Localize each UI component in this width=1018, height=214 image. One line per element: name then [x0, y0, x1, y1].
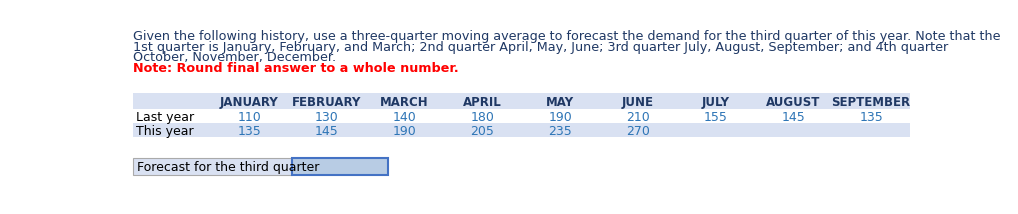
Text: AUGUST: AUGUST	[767, 96, 821, 109]
Text: 190: 190	[549, 111, 572, 124]
Text: 180: 180	[470, 111, 495, 124]
Text: 145: 145	[315, 125, 339, 138]
Text: 210: 210	[626, 111, 649, 124]
Text: APRIL: APRIL	[463, 96, 502, 109]
Text: Last year: Last year	[135, 111, 193, 124]
Text: 205: 205	[470, 125, 495, 138]
Bar	[132, 158, 291, 175]
Text: 235: 235	[549, 125, 572, 138]
Text: 190: 190	[393, 125, 416, 138]
Bar	[132, 123, 910, 137]
Text: 155: 155	[703, 111, 728, 124]
Text: 110: 110	[237, 111, 261, 124]
Bar	[132, 109, 910, 123]
Text: 145: 145	[782, 111, 805, 124]
Bar	[291, 158, 389, 175]
Text: October, November, December.: October, November, December.	[132, 51, 336, 64]
Text: 270: 270	[626, 125, 649, 138]
Text: 135: 135	[859, 111, 883, 124]
Text: 130: 130	[315, 111, 339, 124]
Text: JANUARY: JANUARY	[220, 96, 279, 109]
Bar	[132, 94, 910, 109]
Text: This year: This year	[135, 125, 193, 138]
Text: 135: 135	[237, 125, 261, 138]
Text: Given the following history, use a three-quarter moving average to forecast the : Given the following history, use a three…	[132, 30, 1000, 43]
Text: Forecast for the third quarter: Forecast for the third quarter	[137, 161, 320, 174]
Text: Note: Round final answer to a whole number.: Note: Round final answer to a whole numb…	[132, 62, 458, 75]
Text: JUNE: JUNE	[622, 96, 654, 109]
Text: SEPTEMBER: SEPTEMBER	[832, 96, 911, 109]
Text: 140: 140	[393, 111, 416, 124]
Text: 1st quarter is January, February, and March; 2nd quarter April, May, June; 3rd q: 1st quarter is January, February, and Ma…	[132, 41, 948, 54]
Text: JULY: JULY	[701, 96, 730, 109]
Text: FEBRUARY: FEBRUARY	[292, 96, 361, 109]
Text: MAY: MAY	[546, 96, 574, 109]
Text: MARCH: MARCH	[381, 96, 429, 109]
